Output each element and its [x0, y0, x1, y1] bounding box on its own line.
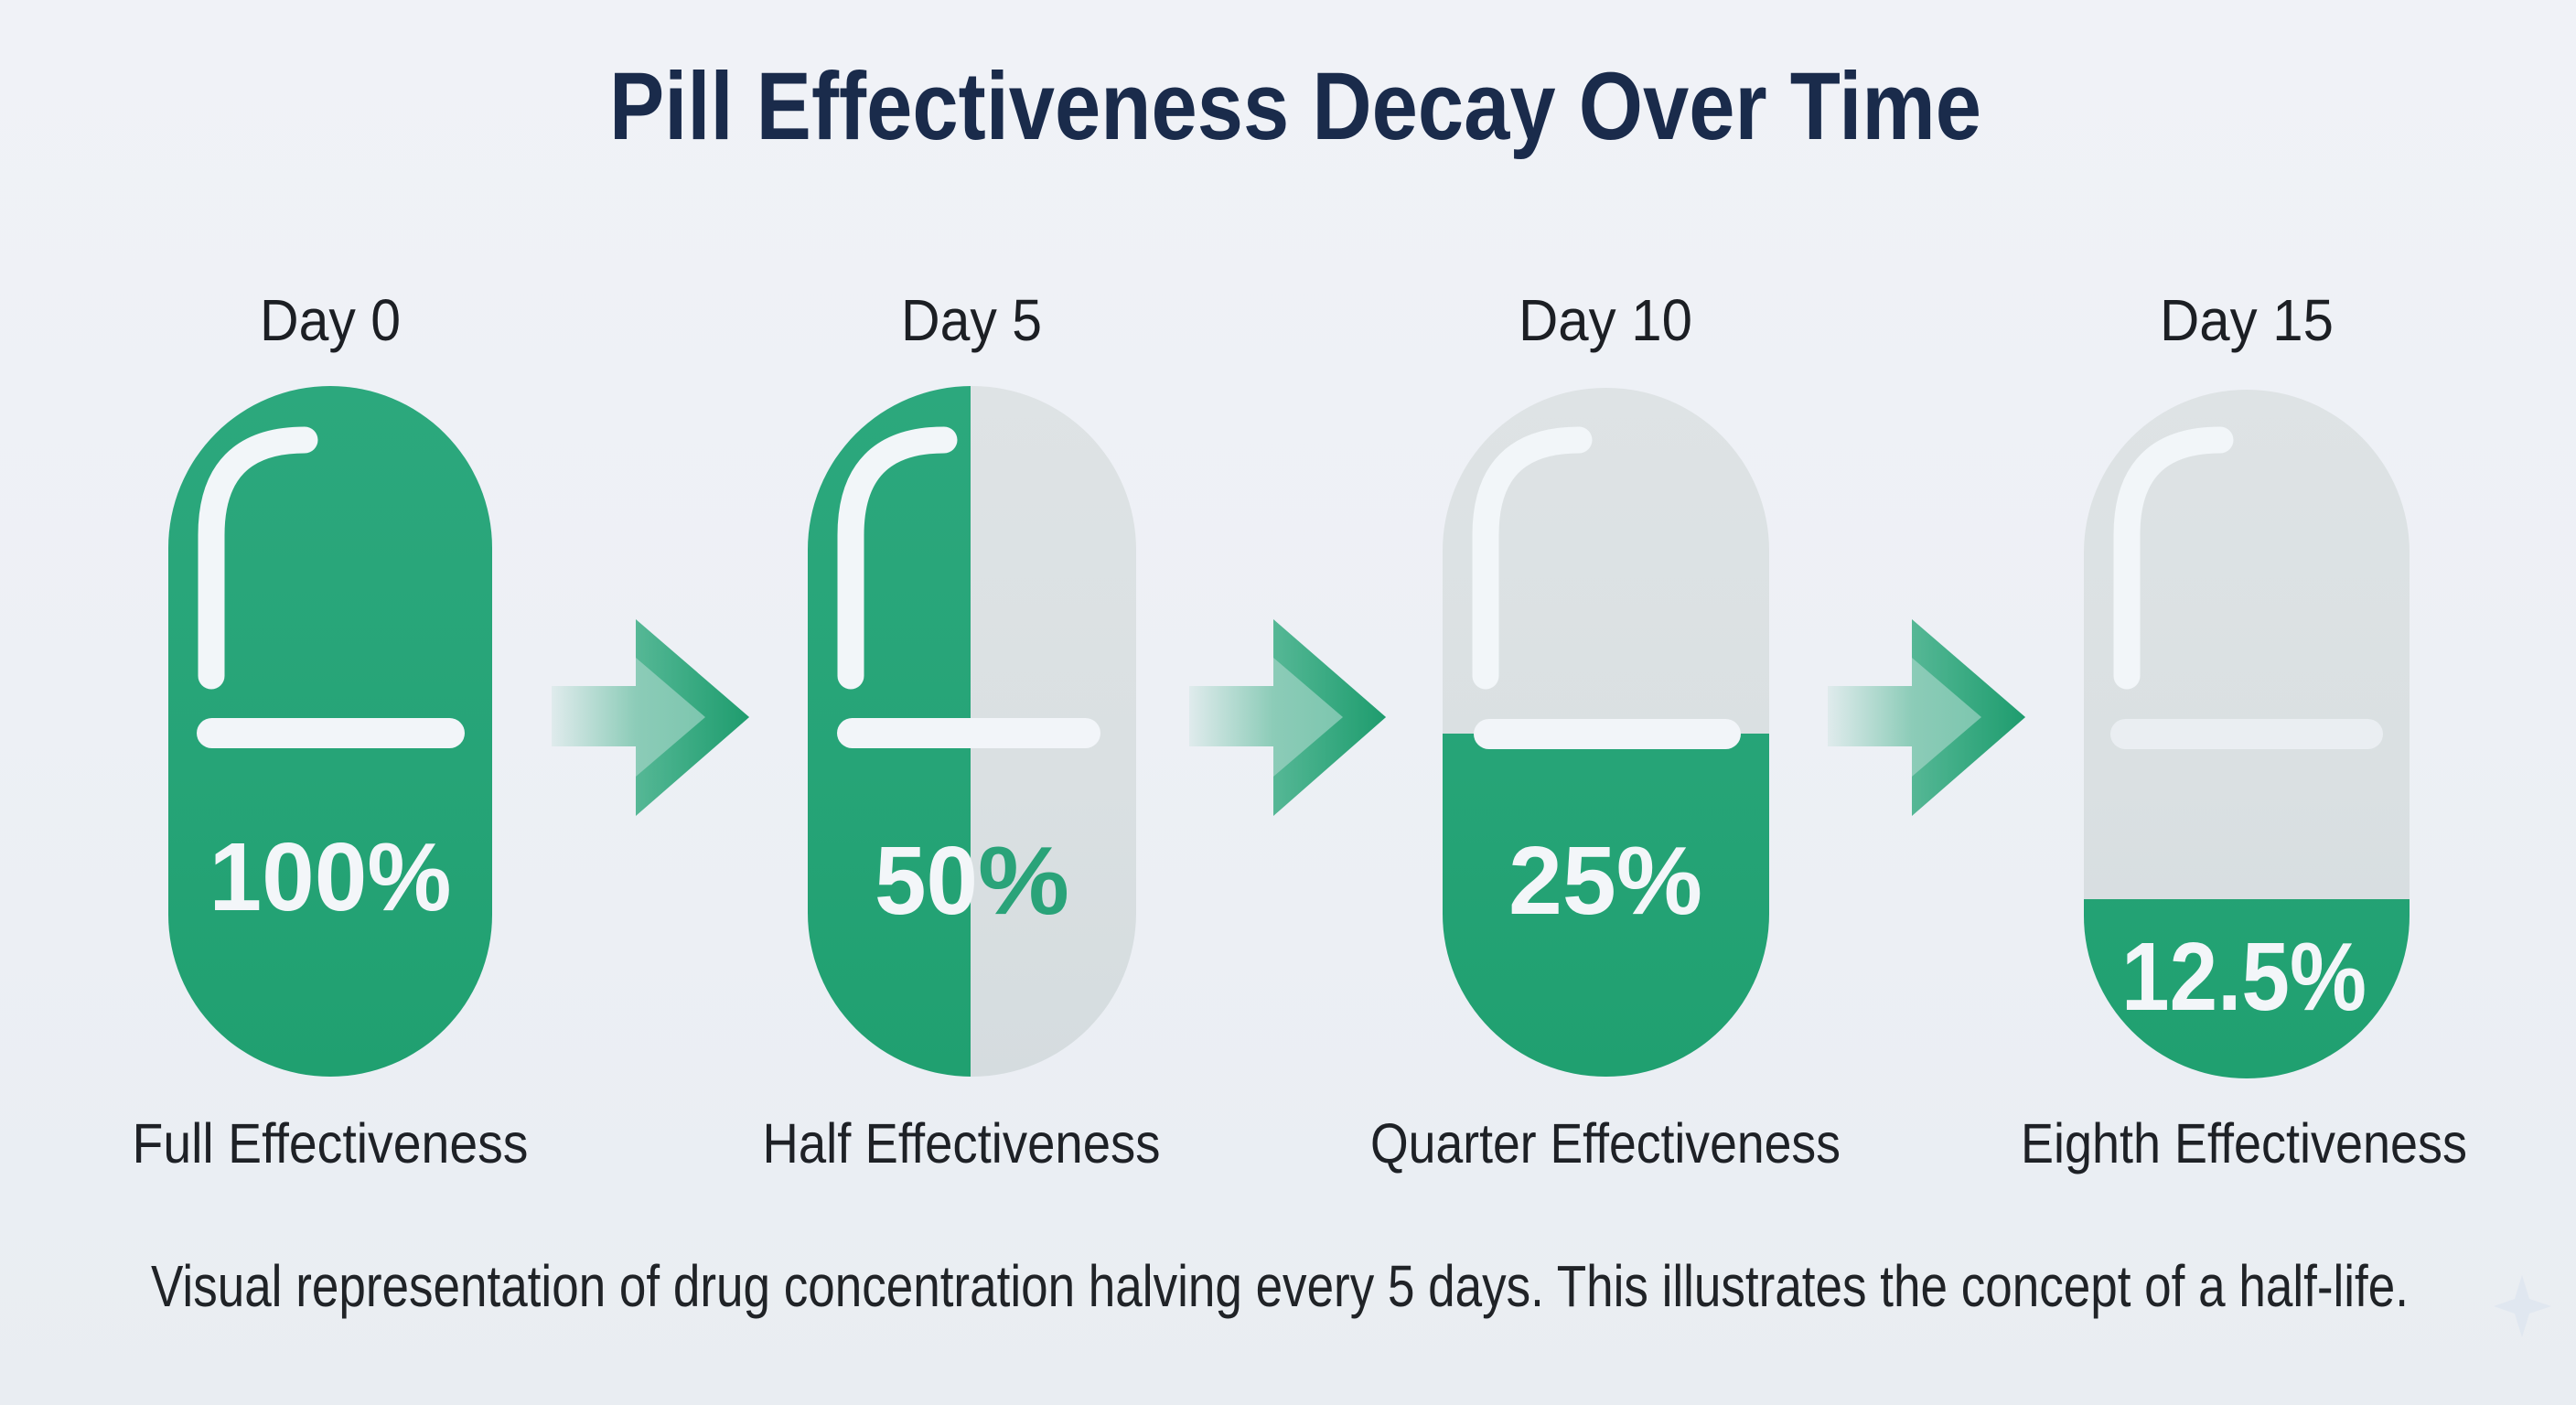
- svg-text:Eighth Effectiveness: Eighth Effectiveness: [2021, 1112, 2467, 1174]
- svg-text:12.5%: 12.5%: [2121, 923, 2367, 1031]
- svg-text:Pill Effectiveness Decay Over: Pill Effectiveness Decay Over Time: [609, 53, 1981, 160]
- svg-text:Day 15: Day 15: [2160, 287, 2334, 353]
- svg-text:Visual representation of drug: Visual representation of drug concentrat…: [151, 1253, 2409, 1319]
- svg-text:Half Effectiveness: Half Effectiveness: [763, 1112, 1161, 1174]
- svg-text:100%: 100%: [209, 823, 452, 931]
- svg-text:Day 5: Day 5: [901, 287, 1042, 353]
- svg-text:Quarter Effectiveness: Quarter Effectiveness: [1370, 1112, 1841, 1174]
- svg-text:%: %: [978, 827, 1069, 935]
- svg-text:50: 50: [875, 827, 978, 935]
- svg-text:Day 0: Day 0: [260, 287, 401, 353]
- svg-text:25%: 25%: [1508, 827, 1702, 935]
- svg-text:Day 10: Day 10: [1519, 287, 1692, 353]
- svg-text:Full Effectiveness: Full Effectiveness: [133, 1112, 529, 1174]
